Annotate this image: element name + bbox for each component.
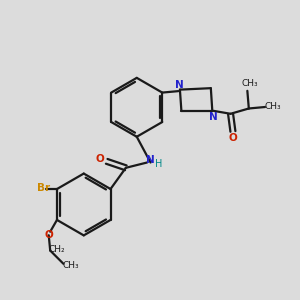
Text: N: N bbox=[209, 112, 218, 122]
Text: H: H bbox=[154, 159, 162, 169]
Text: N: N bbox=[175, 80, 183, 90]
Text: CH₃: CH₃ bbox=[242, 79, 259, 88]
Text: O: O bbox=[44, 230, 53, 240]
Text: CH₂: CH₂ bbox=[48, 245, 65, 254]
Text: O: O bbox=[96, 154, 105, 164]
Text: Br: Br bbox=[37, 183, 50, 194]
Text: N: N bbox=[146, 154, 155, 165]
Text: CH₃: CH₃ bbox=[265, 102, 282, 111]
Text: O: O bbox=[229, 133, 237, 143]
Text: CH₃: CH₃ bbox=[62, 261, 79, 270]
